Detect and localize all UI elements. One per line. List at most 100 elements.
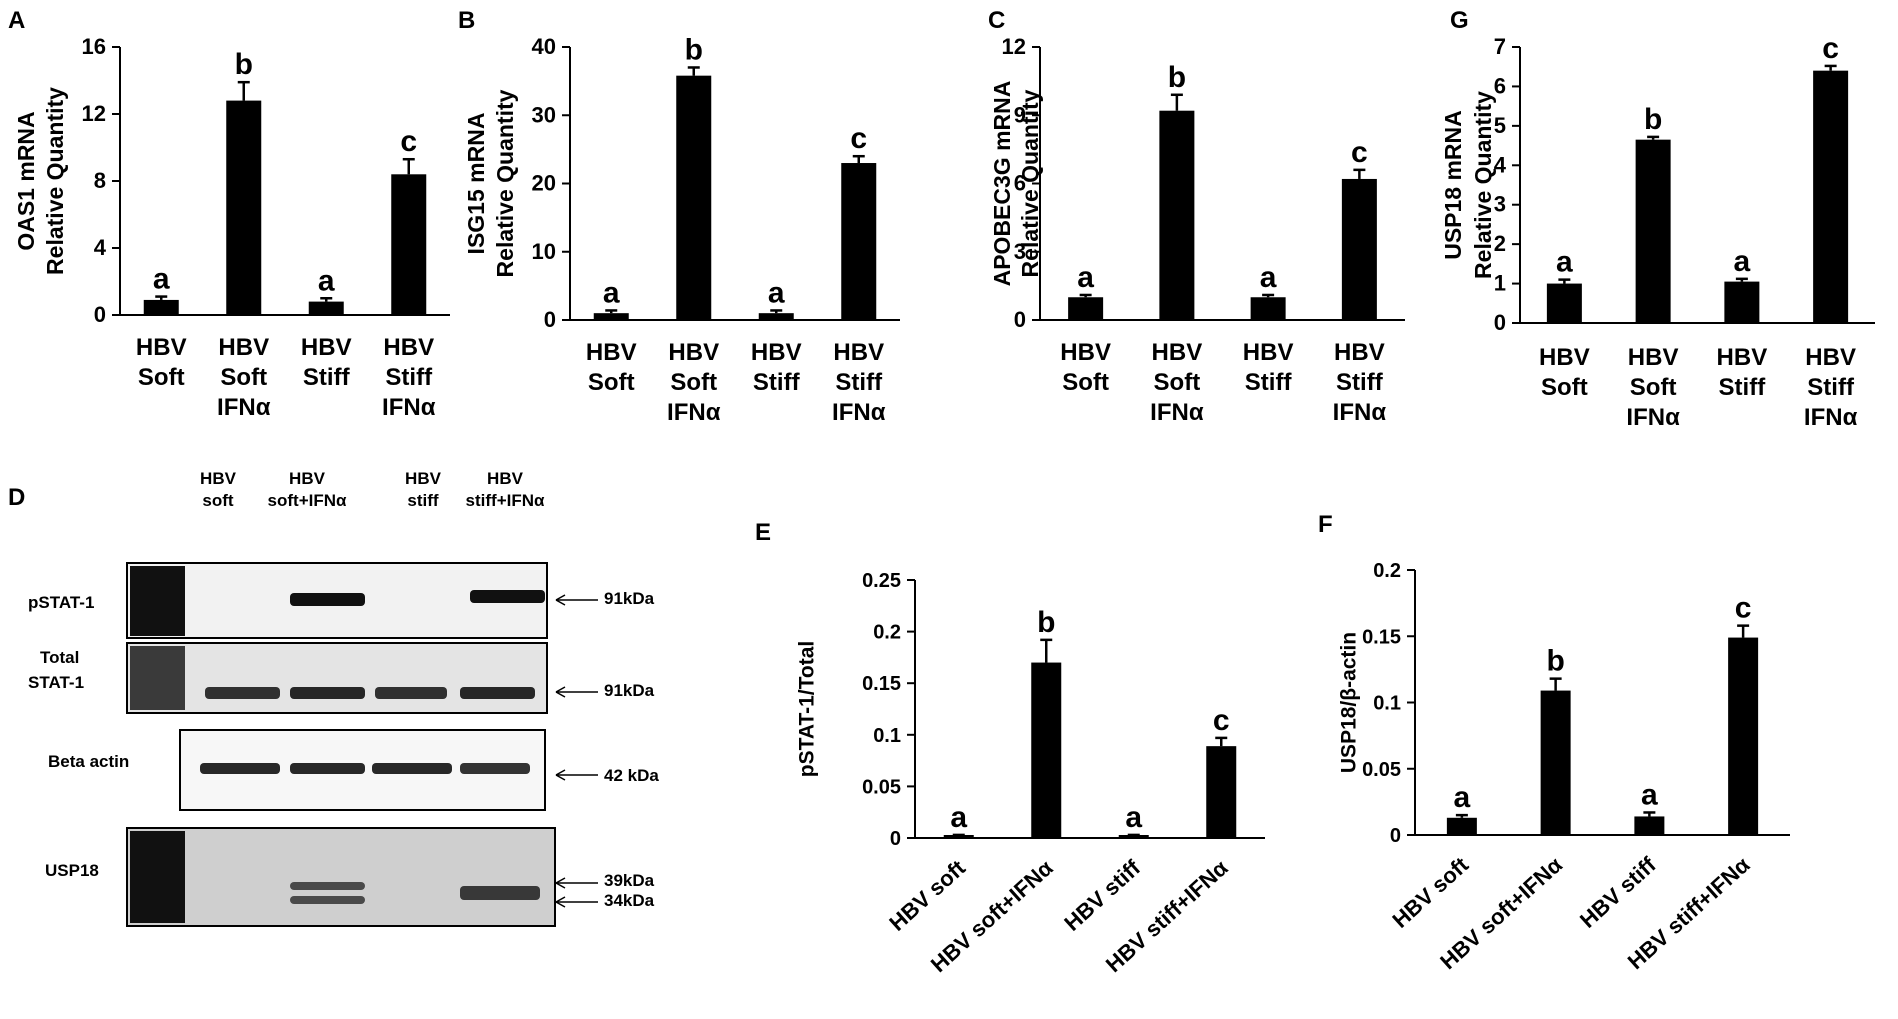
band-size-label: 39kDa (604, 871, 655, 890)
x-tick-label: HBV (751, 339, 802, 366)
significance-letter: b (1037, 606, 1055, 639)
y-tick-label: 0.25 (862, 570, 901, 592)
y-tick-label: 0.15 (1362, 626, 1401, 648)
y-tick-label: 9 (1014, 102, 1026, 127)
significance-letter: a (603, 276, 620, 309)
significance-letter: c (1213, 704, 1230, 737)
x-tick-label: IFNα (1626, 404, 1680, 431)
significance-letter: c (1351, 136, 1368, 169)
chart-panel-C: C 0 3 6 9 12 APOBEC3G mRNA Relative Quantity a HB… (988, 7, 1405, 426)
bar (1031, 662, 1062, 838)
bar (1540, 690, 1571, 835)
significance-letter: b (1546, 645, 1564, 678)
blot-row-label: Total (40, 648, 79, 667)
blot-row-label: STAT-1 (28, 673, 84, 692)
chart-panel-G: G 0 1 2 3 4 5 6 7 USP18 mRNA Relative Quantity a HBV… (1440, 7, 1875, 431)
protein-band (290, 593, 365, 606)
protein-band (205, 687, 280, 699)
y-tick-label: 12 (1002, 34, 1026, 59)
x-tick-label: IFNα (1333, 399, 1387, 426)
significance-letter: a (950, 801, 967, 834)
significance-letter: a (318, 264, 335, 297)
y-tick-label: 0 (1390, 825, 1401, 847)
bar (143, 299, 179, 315)
bar (1724, 281, 1760, 323)
protein-band (290, 687, 365, 699)
arrow-head (555, 896, 566, 908)
bar (1250, 297, 1286, 320)
bar (676, 75, 712, 320)
bar (308, 301, 344, 315)
x-tick-label: HBV (1539, 344, 1590, 371)
y-tick-label: 10 (532, 239, 556, 264)
blot-strip (126, 642, 548, 714)
y-axis-label: pSTAT-1/Total (796, 641, 819, 778)
significance-letter: a (1125, 801, 1142, 834)
significance-letter: c (850, 122, 867, 155)
x-tick-label: HBV (1243, 339, 1294, 366)
x-tick-label: HBV (383, 334, 434, 361)
x-tick-label: Stiff (303, 364, 351, 391)
bar (758, 313, 794, 320)
y-axis-label: APOBEC3G mRNA (989, 81, 1015, 287)
arrow-head (555, 769, 566, 781)
bar (1446, 817, 1477, 835)
x-tick-label: Soft (1541, 374, 1588, 401)
y-axis-label: Relative Quantity (1470, 91, 1496, 279)
x-tick-label: Soft (1062, 369, 1109, 396)
lane-header: HBV (487, 469, 524, 488)
x-tick-label: IFNα (382, 394, 436, 421)
band-size-label: 34kDa (604, 891, 655, 910)
x-tick-label: HBV (136, 334, 187, 361)
bar (1813, 70, 1849, 324)
protein-band (290, 763, 365, 774)
panel-label: E (755, 519, 771, 546)
significance-letter: c (400, 125, 417, 158)
y-tick-label: 3 (1014, 239, 1026, 264)
y-tick-label: 40 (532, 34, 556, 59)
x-tick-label: Soft (1630, 374, 1677, 401)
x-tick-label: Soft (138, 364, 185, 391)
significance-letter: b (1168, 61, 1186, 94)
y-axis-label: USP18 mRNA (1440, 110, 1466, 260)
y-tick-label: 0.05 (862, 776, 901, 798)
x-tick-label: Stiff (835, 369, 883, 396)
y-axis-label: USP18/β-actin (1338, 632, 1361, 773)
y-tick-label: 3 (1494, 192, 1506, 217)
y-tick-label: 12 (82, 101, 106, 126)
y-axis-label: ISG15 mRNA (463, 113, 489, 255)
x-tick-label: HBV (1805, 344, 1856, 371)
y-tick-label: 16 (82, 34, 106, 59)
band-size-label: 91kDa (604, 589, 655, 608)
x-tick-label: Stiff (1245, 369, 1293, 396)
significance-letter: a (1077, 261, 1094, 294)
x-tick-label: HBV (668, 339, 719, 366)
bar (1118, 835, 1149, 838)
significance-letter: b (1644, 103, 1662, 136)
x-tick-label: IFNα (667, 399, 721, 426)
x-tick-label: HBV (1060, 339, 1111, 366)
x-tick-label: HBV (1628, 344, 1679, 371)
x-tick-label: Soft (1154, 369, 1201, 396)
bar (1635, 139, 1671, 323)
x-tick-label: HBV soft (1387, 852, 1473, 933)
x-tick-label: Stiff (1336, 369, 1384, 396)
x-tick-label: Soft (670, 369, 717, 396)
significance-letter: a (1454, 781, 1471, 814)
x-tick-label: IFNα (832, 399, 886, 426)
x-tick-label: HBV (1334, 339, 1385, 366)
lane-header: stiff (407, 491, 439, 510)
panel-label: A (8, 7, 25, 34)
y-tick-label: 30 (532, 102, 556, 127)
protein-band (375, 687, 447, 699)
y-tick-label: 6 (1494, 73, 1506, 98)
lane-header: HBV (200, 469, 237, 488)
x-tick-label: IFNα (217, 394, 271, 421)
protein-band (460, 687, 535, 699)
protein-band (200, 763, 280, 774)
bar (841, 163, 877, 320)
y-tick-label: 4 (1494, 152, 1507, 177)
y-tick-label: 20 (532, 171, 556, 196)
significance-letter: a (1734, 245, 1751, 278)
x-tick-label: HBV stiff (1575, 852, 1661, 933)
